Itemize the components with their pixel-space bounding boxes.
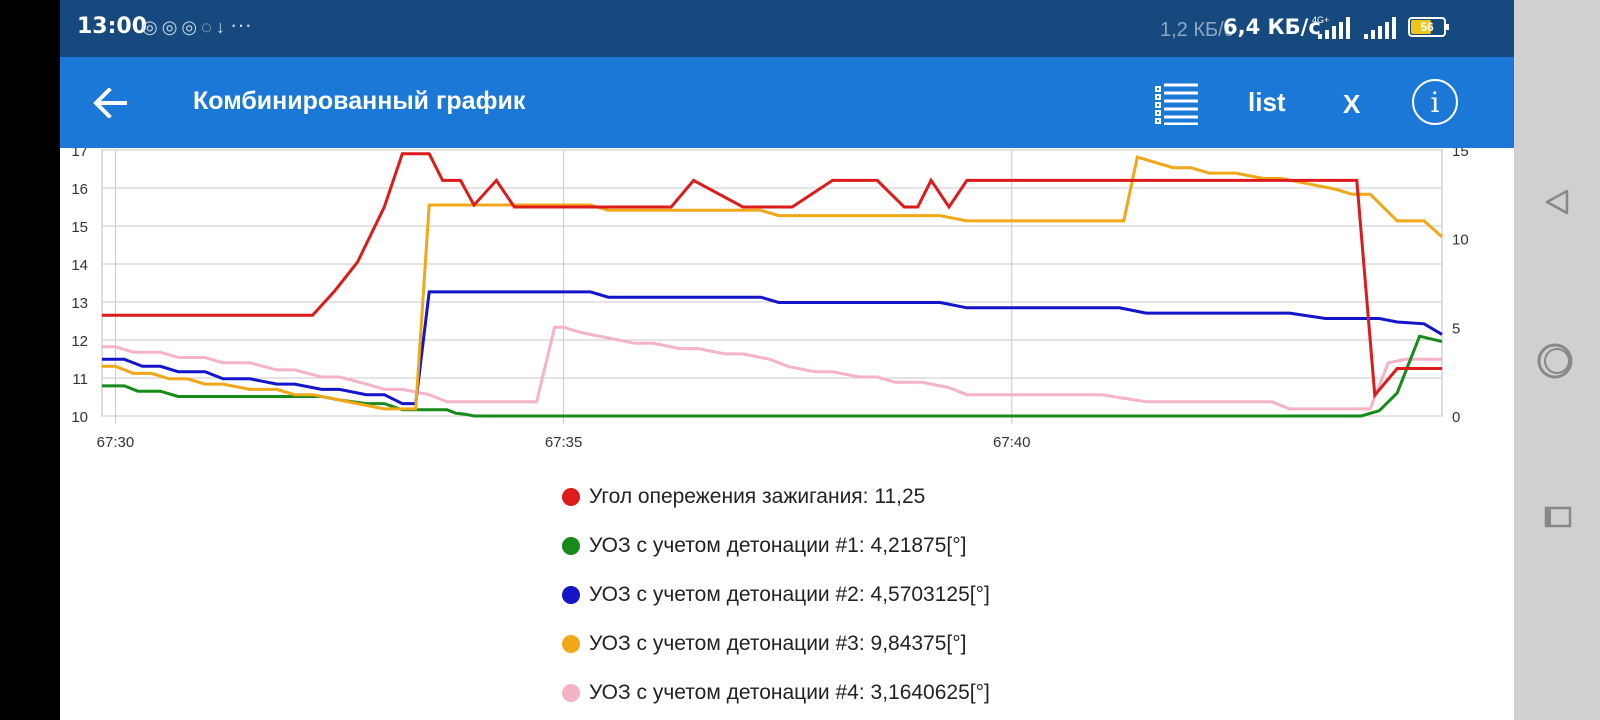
y-left-tick-label: 11 [72,371,88,388]
signal-4g-icon: 4G+ [1312,15,1350,39]
page-title: Комбинированный график [193,87,526,115]
series-line-5 [102,325,1442,411]
legend-item: УОЗ с учетом детонации #4: 3,1640625[°] [562,668,990,717]
legend-dot-icon [562,683,580,702]
nav-recent-apps-icon[interactable] [1544,506,1572,528]
y-left-tick-label: 15 [71,219,88,236]
plot-area [101,149,1443,417]
network-speed: 6,4 КБ/с [1223,15,1321,39]
legend-item: УОЗ с учетом детонации #3: 9,84375[°] [562,619,990,668]
system-nav-bar [1514,0,1600,720]
close-button[interactable]: X [1343,89,1361,119]
y-left-tick-label: 17 [71,148,88,160]
legend-item: УОЗ с учетом детонации #2: 4,5703125[°] [562,570,990,619]
list-icon[interactable] [1154,81,1200,125]
legend-dot-icon [562,487,580,506]
y-left-tick-label: 13 [71,295,88,312]
info-icon: i [1430,85,1440,119]
nav-back-icon[interactable] [1543,188,1571,216]
notification-icons: ◎◎◎◌↓ [142,17,229,37]
y-left-tick-label: 16 [71,181,88,198]
y-left-tick-label: 10 [71,409,88,426]
legend-label: УОЗ с учетом детонации #2: 4,5703125[°] [589,582,990,606]
y-left-tick-label: 14 [71,257,88,274]
legend-label: Угол опережения зажигания: 11,25 [589,484,926,508]
y-left-tick-label: 12 [71,333,88,350]
x-tick-label: 67:30 [97,434,135,451]
legend-label: УОЗ с учетом детонации #1: 4,21875[°] [589,533,967,557]
battery-icon: 56 [1408,17,1449,37]
y-right-tick-label: 10 [1452,232,1469,249]
series-line-1 [102,152,1442,399]
back-button[interactable] [88,81,132,125]
app-bar: Комбинированный график list X i [60,57,1514,148]
nav-home-icon[interactable] [1536,342,1574,380]
info-button[interactable]: i [1412,79,1458,125]
legend-item: Угол опережения зажигания: 11,25 [562,472,990,521]
battery-level: 56 [1420,20,1434,34]
y-right-tick-label: 15 [1452,148,1469,160]
legend-dot-icon [562,585,580,604]
list-button[interactable]: list [1248,87,1286,117]
status-time: 13:00 [77,14,148,39]
y-right-tick-label: 0 [1452,409,1460,426]
y-right-tick-label: 5 [1452,320,1460,337]
legend-label: УОЗ с учетом детонации #4: 3,1640625[°] [589,680,990,704]
arrow-left-icon [93,88,127,118]
series-line-4 [102,155,1443,411]
chart-legend: Угол опережения зажигания: 11,25 УОЗ с уч… [562,472,990,717]
series-line-3 [102,290,1443,406]
x-tick-label: 67:40 [993,434,1031,451]
status-bar: 13:00 ◎◎◎◌↓ ··· 1,2 КБ/с 6,4 КБ/с 4G+ 56 [60,0,1514,57]
series-line-2 [102,334,1443,418]
more-notifications-icon: ··· [230,12,252,37]
x-tick-label: 67:35 [545,434,583,451]
signal-icon [1364,17,1396,39]
legend-item: УОЗ с учетом детонации #1: 4,21875[°] [562,521,990,570]
app-screen: 13:00 ◎◎◎◌↓ ··· 1,2 КБ/с 6,4 КБ/с 4G+ 56 [60,0,1514,720]
legend-dot-icon [562,536,580,555]
network-type-label: 4G+ [1312,15,1329,25]
combined-chart[interactable]: 10 11 12 13 14 15 16 17 0 5 10 15 67:30 67:35 67:40 [60,148,1514,460]
legend-dot-icon [562,634,580,653]
legend-label: УОЗ с учетом детонации #3: 9,84375[°] [589,631,967,655]
network-speed-previous: 1,2 КБ/с [1160,19,1234,41]
